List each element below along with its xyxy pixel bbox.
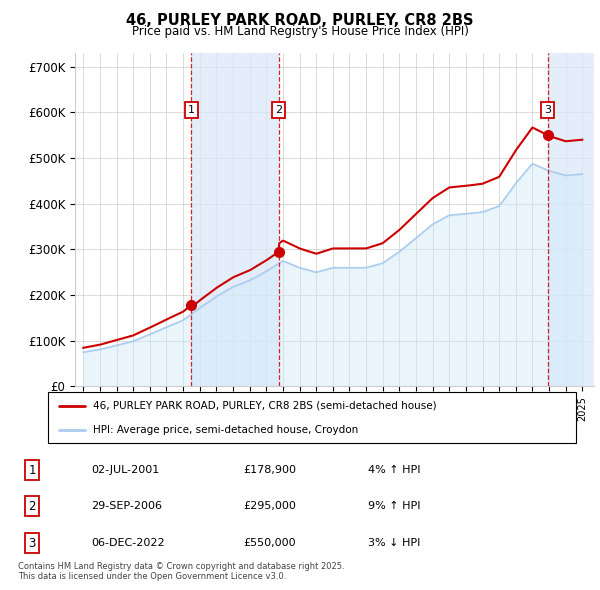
Text: 1: 1 xyxy=(188,105,195,115)
Text: 02-JUL-2001: 02-JUL-2001 xyxy=(91,466,160,475)
Text: 1: 1 xyxy=(28,464,36,477)
Text: 3: 3 xyxy=(28,537,36,550)
Text: 4% ↑ HPI: 4% ↑ HPI xyxy=(368,466,420,475)
Text: £550,000: £550,000 xyxy=(244,538,296,548)
Text: 46, PURLEY PARK ROAD, PURLEY, CR8 2BS (semi-detached house): 46, PURLEY PARK ROAD, PURLEY, CR8 2BS (s… xyxy=(93,401,437,411)
FancyBboxPatch shape xyxy=(48,392,576,442)
Bar xyxy=(191,53,279,386)
Text: Contains HM Land Registry data © Crown copyright and database right 2025.
This d: Contains HM Land Registry data © Crown c… xyxy=(18,562,344,581)
Text: 06-DEC-2022: 06-DEC-2022 xyxy=(91,538,165,548)
Text: £295,000: £295,000 xyxy=(244,502,296,512)
Text: Price paid vs. HM Land Registry's House Price Index (HPI): Price paid vs. HM Land Registry's House … xyxy=(131,25,469,38)
Text: 29-SEP-2006: 29-SEP-2006 xyxy=(91,502,163,512)
Text: 9% ↑ HPI: 9% ↑ HPI xyxy=(368,502,420,512)
Text: 3: 3 xyxy=(544,105,551,115)
Text: 2: 2 xyxy=(28,500,36,513)
Bar xyxy=(548,53,594,386)
Text: 2: 2 xyxy=(275,105,283,115)
Text: HPI: Average price, semi-detached house, Croydon: HPI: Average price, semi-detached house,… xyxy=(93,425,358,435)
Text: 46, PURLEY PARK ROAD, PURLEY, CR8 2BS: 46, PURLEY PARK ROAD, PURLEY, CR8 2BS xyxy=(126,13,474,28)
Text: 3% ↓ HPI: 3% ↓ HPI xyxy=(368,538,420,548)
Text: £178,900: £178,900 xyxy=(244,466,296,475)
